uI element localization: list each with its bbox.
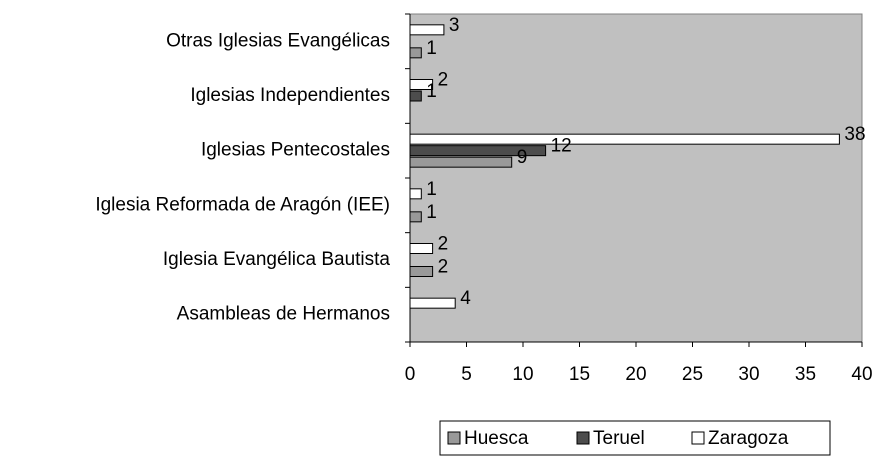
y-tick-label: Otras Iglesias Evangélicas [166,30,390,51]
x-tick-label: 10 [512,364,533,385]
legend-swatch [576,431,590,445]
bar [409,145,547,157]
legend-swatch [447,431,461,445]
legend-box [439,420,831,456]
legend-label: Zaragoza [708,428,789,449]
x-tick-label: 20 [625,364,646,385]
data-label: 2 [438,234,449,255]
data-label: 1 [426,38,437,59]
bar [409,90,422,102]
bar [409,211,422,223]
x-tick-label: 5 [461,364,472,385]
y-tick-label: Iglesia Reformada de Aragón (IEE) [95,194,390,215]
x-tick-label: 30 [738,364,759,385]
data-label: 9 [517,147,528,168]
data-label: 4 [460,288,471,309]
data-label: 3 [449,15,460,36]
bar [409,243,434,254]
bar [409,47,422,59]
data-label: 2 [438,257,449,278]
data-label: 1 [426,179,437,200]
bar [409,133,840,145]
bar [409,156,513,168]
x-tick-label: 35 [795,364,816,385]
data-label: 2 [438,70,449,91]
data-label: 12 [551,136,572,157]
x-tick-label: 40 [851,364,872,385]
bar [409,24,445,36]
data-label: 38 [844,124,865,145]
x-tick-label: 25 [682,364,703,385]
bar [409,79,434,90]
bar [409,188,422,200]
plot-background [409,13,863,343]
data-label: 1 [426,202,437,223]
legend-label: Huesca [464,428,529,449]
legend-label: Teruel [593,428,645,449]
y-tick-label: Asambleas de Hermanos [177,304,390,325]
x-tick-label: 0 [405,364,416,385]
legend-swatch [691,431,705,445]
y-tick-label: Iglesia Evangélica Bautista [163,249,391,270]
y-tick-label: Iglesias Independientes [190,85,390,106]
x-tick-label: 15 [569,364,590,385]
bar [409,266,434,277]
bar [409,297,456,309]
data-label: 1 [426,81,437,102]
y-tick-label: Iglesias Pentecostales [201,140,390,161]
